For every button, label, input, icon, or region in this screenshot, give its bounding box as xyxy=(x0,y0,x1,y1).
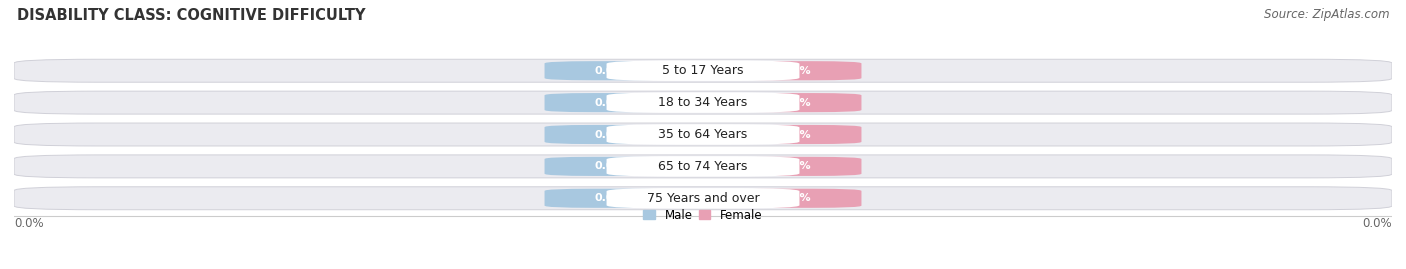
Text: 0.0%: 0.0% xyxy=(595,193,626,203)
Text: 0.0%: 0.0% xyxy=(14,217,44,230)
FancyBboxPatch shape xyxy=(544,189,675,208)
FancyBboxPatch shape xyxy=(14,91,1392,114)
FancyBboxPatch shape xyxy=(606,93,800,113)
FancyBboxPatch shape xyxy=(544,93,675,112)
Text: 0.0%: 0.0% xyxy=(595,161,626,171)
Text: 0.0%: 0.0% xyxy=(780,98,811,108)
FancyBboxPatch shape xyxy=(544,61,675,80)
FancyBboxPatch shape xyxy=(731,93,862,112)
Text: Source: ZipAtlas.com: Source: ZipAtlas.com xyxy=(1264,8,1389,21)
Text: 0.0%: 0.0% xyxy=(595,129,626,140)
FancyBboxPatch shape xyxy=(731,125,862,144)
Text: 0.0%: 0.0% xyxy=(780,66,811,76)
Text: 0.0%: 0.0% xyxy=(595,98,626,108)
Text: 5 to 17 Years: 5 to 17 Years xyxy=(662,64,744,77)
Text: 75 Years and over: 75 Years and over xyxy=(647,192,759,205)
FancyBboxPatch shape xyxy=(606,188,800,208)
FancyBboxPatch shape xyxy=(14,155,1392,178)
Text: 0.0%: 0.0% xyxy=(780,161,811,171)
Text: 0.0%: 0.0% xyxy=(780,129,811,140)
FancyBboxPatch shape xyxy=(14,59,1392,82)
FancyBboxPatch shape xyxy=(731,157,862,176)
Legend: Male, Female: Male, Female xyxy=(644,208,762,222)
FancyBboxPatch shape xyxy=(606,156,800,176)
FancyBboxPatch shape xyxy=(14,187,1392,210)
Text: DISABILITY CLASS: COGNITIVE DIFFICULTY: DISABILITY CLASS: COGNITIVE DIFFICULTY xyxy=(17,8,366,23)
Text: 0.0%: 0.0% xyxy=(595,66,626,76)
FancyBboxPatch shape xyxy=(544,125,675,144)
FancyBboxPatch shape xyxy=(14,123,1392,146)
FancyBboxPatch shape xyxy=(731,61,862,80)
Text: 0.0%: 0.0% xyxy=(780,193,811,203)
Text: 35 to 64 Years: 35 to 64 Years xyxy=(658,128,748,141)
FancyBboxPatch shape xyxy=(606,61,800,81)
Text: 65 to 74 Years: 65 to 74 Years xyxy=(658,160,748,173)
FancyBboxPatch shape xyxy=(731,189,862,208)
Text: 0.0%: 0.0% xyxy=(1362,217,1392,230)
FancyBboxPatch shape xyxy=(606,124,800,145)
FancyBboxPatch shape xyxy=(544,157,675,176)
Text: 18 to 34 Years: 18 to 34 Years xyxy=(658,96,748,109)
